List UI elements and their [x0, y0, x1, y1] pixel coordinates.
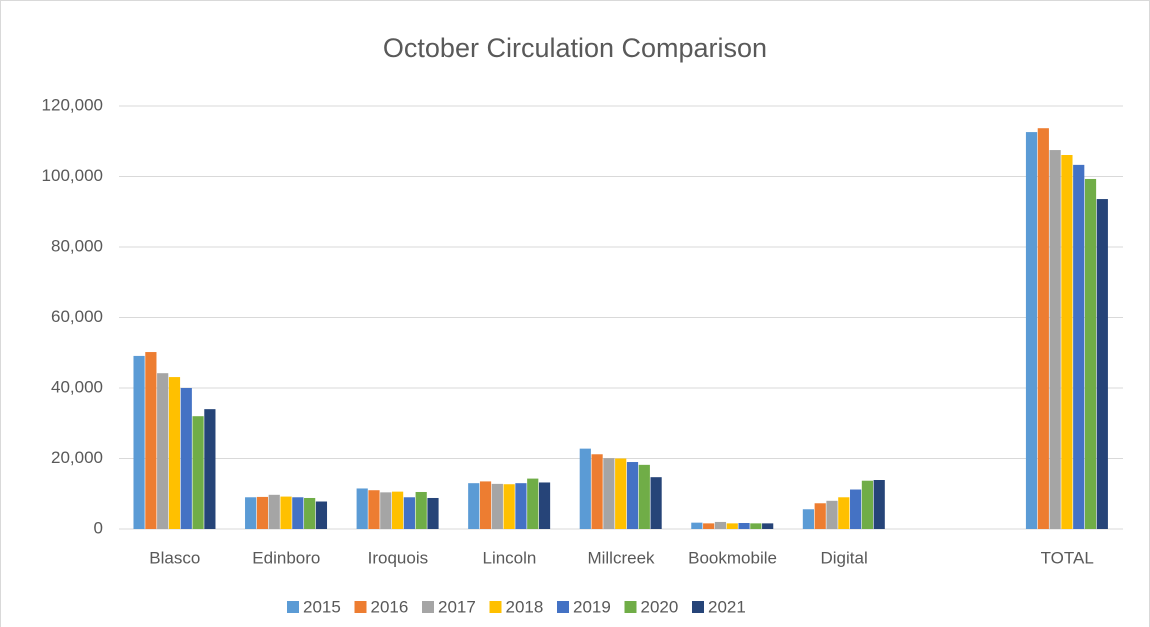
y-tick-label: 20,000: [51, 448, 103, 467]
bar: [591, 454, 603, 529]
bar: [691, 522, 703, 529]
bar: [380, 492, 392, 529]
bar: [714, 521, 727, 529]
bar: [1061, 154, 1073, 529]
legend-label: 2016: [371, 597, 409, 616]
bar: [145, 352, 157, 529]
bar: [168, 377, 181, 529]
bar: [403, 497, 415, 529]
legend-label: 2020: [641, 597, 679, 616]
bar: [356, 488, 368, 529]
y-tick-label: 0: [94, 518, 103, 537]
legend-label: 2019: [573, 597, 611, 616]
x-tick-label: TOTAL: [1041, 548, 1094, 567]
bar: [638, 464, 650, 529]
bar: [802, 509, 815, 529]
bar: [1049, 150, 1061, 529]
legend-swatch: [489, 601, 502, 613]
bar: [427, 497, 439, 529]
x-tick-label: Digital: [820, 548, 867, 567]
bar: [292, 497, 304, 529]
bar: [304, 497, 316, 529]
bar: [503, 484, 515, 529]
legend-label: 2017: [438, 597, 476, 616]
bar: [491, 483, 503, 529]
x-tick-label: Iroquois: [368, 548, 428, 567]
x-tick-label: Blasco: [149, 548, 200, 567]
bar: [738, 523, 750, 529]
legend-swatch: [354, 601, 367, 613]
bar: [315, 501, 328, 529]
y-tick-label: 40,000: [51, 377, 103, 396]
y-tick-label: 60,000: [51, 307, 103, 326]
bar: [762, 523, 774, 529]
legend-swatch: [624, 601, 637, 613]
bar: [391, 491, 404, 529]
bar: [1084, 178, 1097, 529]
bar: [1037, 128, 1049, 529]
legend-label: 2015: [303, 597, 341, 616]
y-tick-label: 120,000: [42, 95, 103, 114]
bar: [538, 482, 551, 529]
bar: [838, 497, 850, 529]
legend-label: 2018: [506, 597, 544, 616]
bar: [650, 477, 662, 529]
bar: [873, 480, 885, 529]
bar: [579, 448, 591, 529]
bar: [133, 355, 145, 529]
legend-swatch: [692, 601, 704, 613]
bar: [515, 483, 527, 529]
bar: [157, 373, 169, 529]
bar: [204, 409, 216, 529]
bar: [626, 462, 639, 529]
bar: [245, 497, 257, 529]
bar: [814, 503, 826, 529]
bar: [268, 494, 280, 529]
bar: [1073, 164, 1085, 529]
bar: [826, 500, 838, 529]
bar: [615, 458, 627, 529]
bar: [256, 496, 269, 529]
y-tick-label: 100,000: [42, 166, 103, 185]
bar: [603, 458, 615, 529]
y-tick-label: 80,000: [51, 236, 103, 255]
legend-label: 2021: [708, 597, 746, 616]
bar: [861, 480, 874, 529]
bar: [192, 416, 204, 529]
bar: [527, 478, 539, 529]
x-tick-label: Lincoln: [483, 548, 537, 567]
bar: [850, 489, 862, 529]
bar: [1025, 132, 1038, 529]
x-tick-label: Millcreek: [587, 548, 655, 567]
bar: [1096, 199, 1108, 529]
bar: [750, 523, 762, 529]
bar: [703, 523, 715, 529]
legend-swatch: [557, 601, 569, 613]
chart-title: October Circulation Comparison: [383, 33, 767, 63]
bar: [468, 483, 480, 529]
legend-swatch: [287, 601, 299, 613]
bar: [726, 523, 738, 529]
bar: [180, 388, 192, 529]
x-tick-label: Bookmobile: [688, 548, 777, 567]
bar: [479, 481, 492, 529]
bar: [368, 490, 380, 529]
bar: [415, 491, 427, 529]
legend-swatch: [422, 601, 434, 613]
x-tick-label: Edinboro: [252, 548, 320, 567]
bar: [280, 496, 292, 529]
